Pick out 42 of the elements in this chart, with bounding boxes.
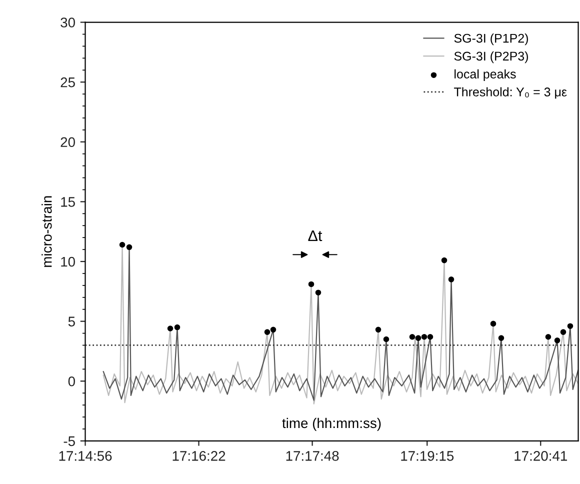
- point: [441, 257, 448, 264]
- y-tick-label: 20: [60, 137, 75, 148]
- point: [490, 320, 496, 327]
- point: [415, 335, 422, 341]
- y-tick-label: 10: [61, 256, 75, 267]
- y-tick-label: 15: [61, 197, 75, 207]
- x-tick-label: 17:14:56: [59, 451, 112, 461]
- point: [427, 334, 434, 340]
- point: [270, 326, 276, 333]
- legend-label: SG-3I (P2P3): [454, 51, 528, 64]
- y-tick-label: -5: [64, 436, 75, 446]
- point: [174, 324, 180, 330]
- point: [545, 334, 552, 340]
- legend-label: Threshold: Y₀ = 3 με: [454, 87, 567, 99]
- point: [315, 290, 322, 296]
- point: [498, 335, 504, 341]
- point: [264, 329, 270, 335]
- y-axis-title: micro-strain: [42, 196, 52, 267]
- point: [126, 244, 132, 250]
- point: [375, 326, 382, 333]
- x-axis-title: time (hh:mm:ss): [282, 418, 381, 431]
- point: [119, 242, 126, 248]
- point: [421, 334, 428, 340]
- annotation: Δt: [308, 230, 322, 242]
- point: [567, 323, 574, 329]
- point: [167, 326, 174, 332]
- y-tick-label: 25: [60, 77, 75, 88]
- point: [308, 281, 314, 288]
- point: [383, 336, 390, 342]
- x-tick-label: 17:19:15: [401, 451, 454, 461]
- legend-label: local peaks: [454, 69, 516, 81]
- x-tick-label: 17:16:22: [172, 451, 226, 461]
- legend-label: SG-3I (P1P2): [454, 34, 528, 46]
- y-tick-label: 5: [68, 316, 75, 326]
- point: [448, 276, 454, 282]
- point: [560, 329, 566, 335]
- y-tick-label: 0: [68, 376, 75, 386]
- point: [554, 338, 560, 344]
- x-tick-label: 17:20:41: [514, 451, 567, 461]
- point: [409, 334, 416, 340]
- y-tick-label: 30: [60, 18, 75, 28]
- x-tick-label: 17:17:48: [286, 451, 339, 461]
